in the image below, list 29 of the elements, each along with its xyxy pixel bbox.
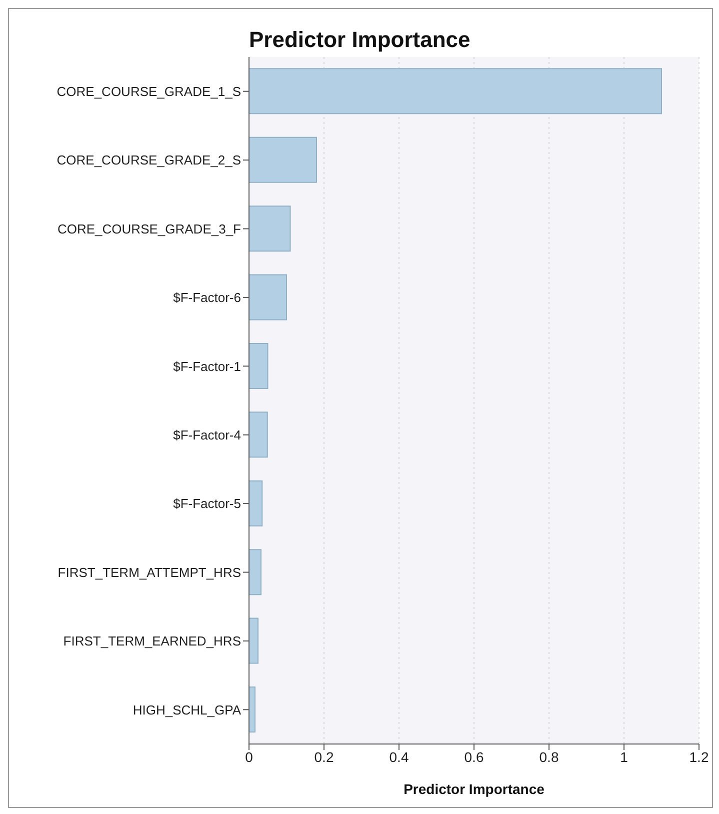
y-tick-label: FIRST_TERM_EARNED_HRS bbox=[63, 634, 242, 649]
bar bbox=[249, 480, 263, 526]
y-tick-label: $F-Factor-5 bbox=[173, 496, 241, 512]
chart-title: Predictor Importance bbox=[249, 27, 470, 53]
bar bbox=[249, 549, 262, 596]
y-tick-label: HIGH_SCHL_GPA bbox=[132, 702, 242, 718]
x-tick-label: 0.2 bbox=[314, 748, 334, 765]
y-tick-label: FIRST_TERM_ATTEMPT_HRS bbox=[58, 564, 242, 580]
bar bbox=[249, 136, 317, 183]
x-tick-label: 0.4 bbox=[389, 748, 409, 765]
x-tick-label: 1 bbox=[620, 748, 628, 765]
bar bbox=[249, 412, 268, 458]
x-tick-label: 1.2 bbox=[689, 748, 709, 765]
x-tick-label: 0 bbox=[245, 748, 254, 765]
y-tick-label: CORE_COURSE_GRADE_1_S bbox=[56, 84, 242, 99]
y-tick-label: $F-Factor-1 bbox=[173, 358, 241, 374]
bar bbox=[249, 68, 662, 114]
x-tick-label: 0.8 bbox=[539, 748, 559, 765]
x-tick-label: 0.6 bbox=[464, 748, 484, 765]
bar bbox=[249, 274, 287, 320]
x-axis-title: Predictor Importance bbox=[404, 781, 545, 797]
bar bbox=[249, 342, 268, 389]
bar bbox=[249, 618, 258, 664]
y-tick-label: CORE_COURSE_GRADE_3_F bbox=[58, 221, 242, 236]
y-tick-label: $F-Factor-6 bbox=[173, 290, 241, 306]
bar bbox=[249, 206, 291, 252]
bar bbox=[249, 686, 256, 732]
y-tick-label: CORE_COURSE_GRADE_2_S bbox=[56, 152, 242, 168]
y-tick-label: $F-Factor-4 bbox=[173, 427, 241, 442]
